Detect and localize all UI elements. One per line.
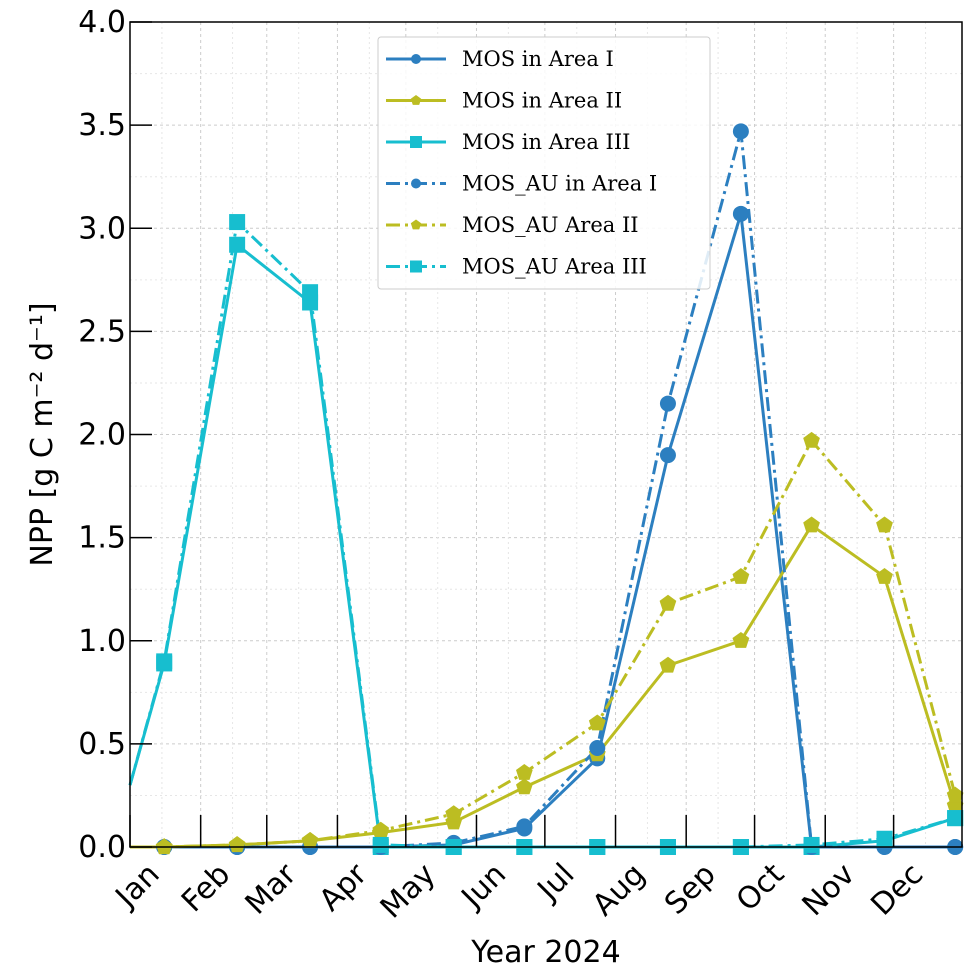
series-point [732,568,750,584]
legend-marker [410,219,422,230]
series-point [301,832,319,848]
series-line [130,439,957,849]
y-axis-ticks: 0.0 0.5 1.0 1.5 2.0 2.5 3.0 3.5 4.0 [78,5,152,865]
series-point [156,653,173,670]
legend-marker [410,260,422,273]
series-point [732,632,750,648]
legend: MOS in Area I MOS in Area II MOS in Area I… [377,36,711,290]
series-point [516,778,533,795]
y-tick-label: 4.0 [78,5,126,40]
legend-marker [410,136,422,148]
series-point [372,836,389,853]
x-tick-label: Apr [313,856,375,918]
x-tick-label: Jan [108,857,167,916]
series-point [589,740,606,756]
series-point [732,205,749,222]
series-point [445,805,463,822]
y-tick-label: 2.5 [78,314,126,349]
legend-label: MOS in Area II [462,89,622,113]
series-point [372,821,390,838]
y-tick-label: 3.5 [78,108,126,143]
legend-box [377,36,711,290]
series-point [946,786,964,803]
y-tick-label: 1.5 [78,521,126,556]
series-point [229,214,246,231]
legend-marker [411,54,421,64]
series-point [659,395,676,412]
series-point [876,568,893,584]
series-point [803,836,820,853]
y-tick-label: 3.0 [78,211,126,246]
x-tick-label: Jun [454,857,513,916]
series-point [588,714,606,731]
x-tick-label: Jul [530,857,582,909]
legend-marker [410,95,422,105]
legend-label: MOS_AU Area III [462,255,647,279]
y-tick-label: 0.0 [78,830,126,865]
series-point [659,594,677,611]
series-point [155,838,173,855]
series-line [128,243,956,849]
x-tick-label: Nov [796,857,862,923]
y-tick-label: 1.0 [78,624,126,659]
series-line [128,220,956,849]
series-point [516,818,533,835]
x-tick-label: Dec [864,857,930,923]
series-point [732,123,749,140]
series-point [876,830,893,847]
series-point [302,284,319,301]
series-point [229,236,246,253]
x-tick-label: Oct [730,857,792,919]
series-point [947,810,964,827]
legend-label: MOS in Area III [462,130,630,154]
y-axis-title: NPP [g C m⁻² d⁻¹] [25,302,60,566]
legend-label: MOS_AU Area II [462,213,639,237]
x-tick-label: May [374,857,443,926]
x-tick-label: Sep [658,857,723,922]
series-point [876,516,893,533]
series-point [516,764,533,780]
series-point [659,656,677,673]
legend-marker [411,178,421,189]
series-point [659,447,676,464]
legend-label: MOS in Area I [462,47,614,71]
series-line [130,212,956,849]
legend-label: MOS_AU in Area I [462,172,657,196]
series-point [228,836,246,853]
series-point [803,431,820,448]
x-axis-title: Year 2024 [470,935,620,970]
x-tick-label: Aug [586,857,652,923]
series-line [130,523,957,849]
x-tick-label: Feb [175,857,237,919]
x-tick-label: Mar [239,856,304,921]
y-tick-label: 2.0 [78,418,126,453]
series-point [803,516,820,533]
y-tick-label: 0.5 [78,727,126,762]
